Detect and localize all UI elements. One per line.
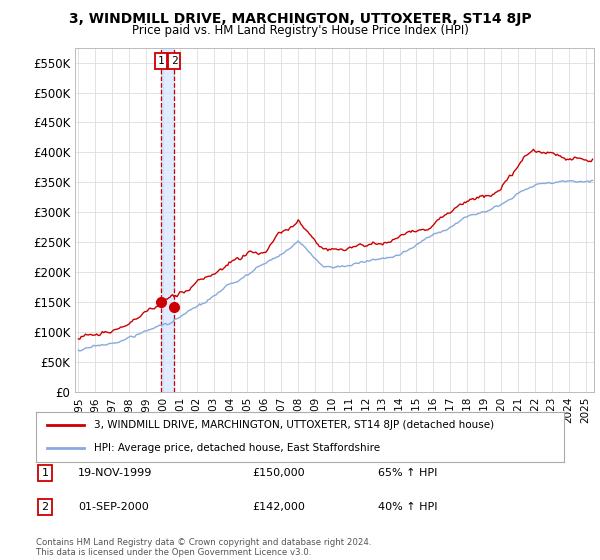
Text: 19-NOV-1999: 19-NOV-1999: [78, 468, 152, 478]
Text: Contains HM Land Registry data © Crown copyright and database right 2024.
This d: Contains HM Land Registry data © Crown c…: [36, 538, 371, 557]
Text: 3, WINDMILL DRIVE, MARCHINGTON, UTTOXETER, ST14 8JP: 3, WINDMILL DRIVE, MARCHINGTON, UTTOXETE…: [68, 12, 532, 26]
Text: 01-SEP-2000: 01-SEP-2000: [78, 502, 149, 512]
Text: 2: 2: [41, 502, 49, 512]
Text: £150,000: £150,000: [252, 468, 305, 478]
Text: Price paid vs. HM Land Registry's House Price Index (HPI): Price paid vs. HM Land Registry's House …: [131, 24, 469, 37]
Text: 1: 1: [41, 468, 49, 478]
Text: 1: 1: [158, 56, 164, 66]
Bar: [161, 48, 174, 392]
Text: 65% ↑ HPI: 65% ↑ HPI: [378, 468, 437, 478]
Text: £142,000: £142,000: [252, 502, 305, 512]
Text: 3, WINDMILL DRIVE, MARCHINGTON, UTTOXETER, ST14 8JP (detached house): 3, WINDMILL DRIVE, MARCHINGTON, UTTOXETE…: [94, 420, 494, 430]
Text: HPI: Average price, detached house, East Staffordshire: HPI: Average price, detached house, East…: [94, 443, 380, 453]
Text: 40% ↑ HPI: 40% ↑ HPI: [378, 502, 437, 512]
Text: 2: 2: [171, 56, 178, 66]
